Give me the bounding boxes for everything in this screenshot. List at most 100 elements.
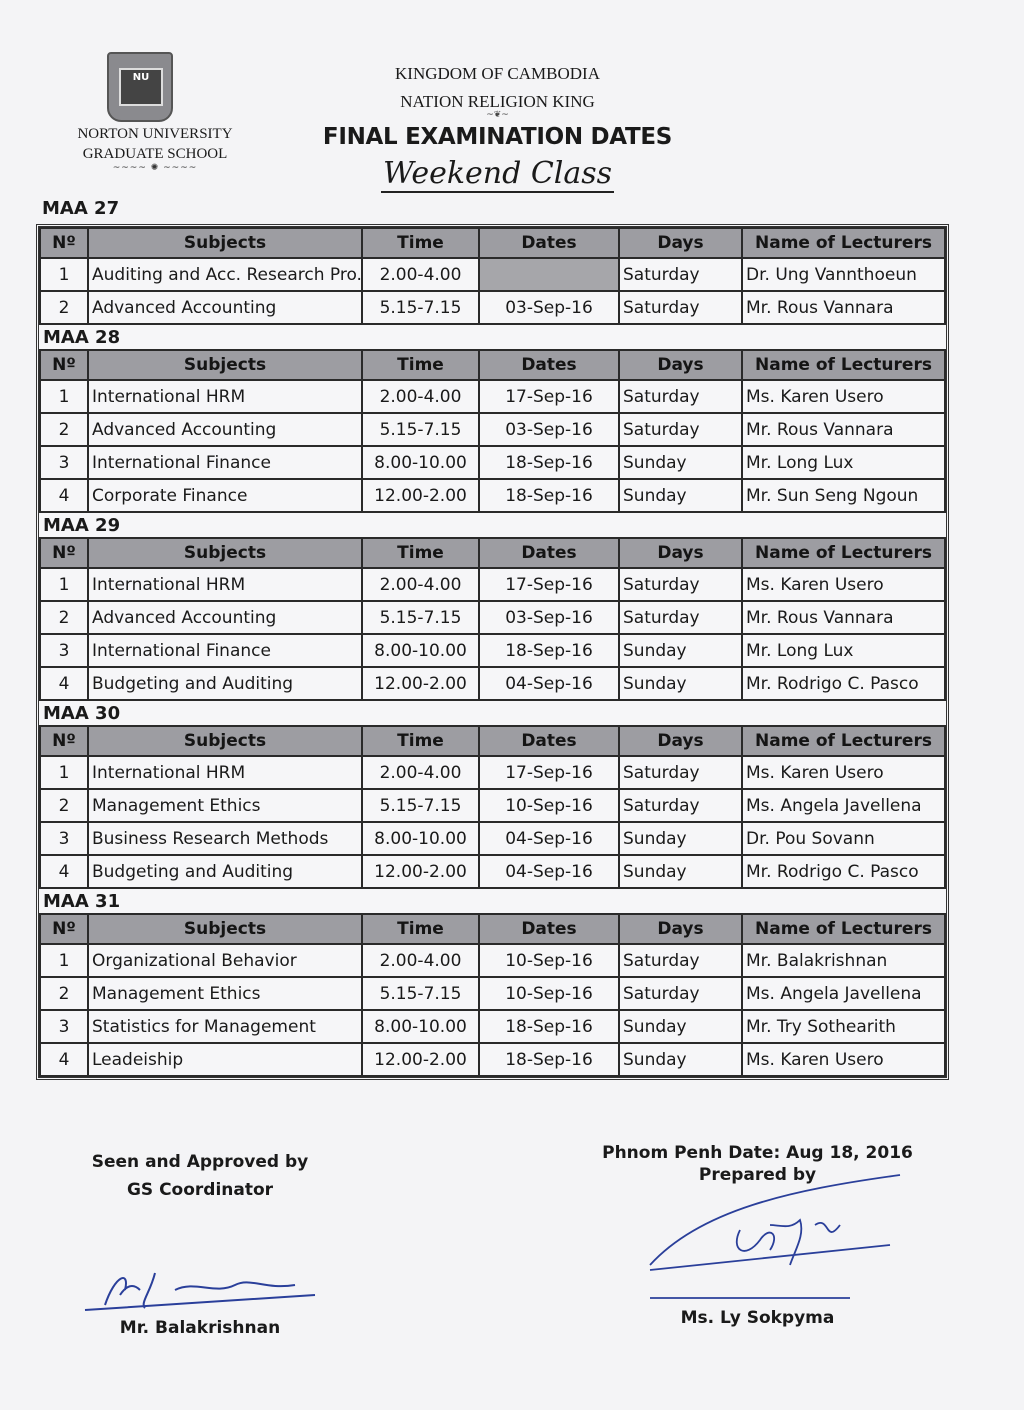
table-row: 1 Auditing and Acc. Research Pro. 2.00-4.0… [39,257,946,292]
row-number: 1 [39,755,89,790]
subject-cell: Corporate Finance [87,478,363,513]
lecturer-cell: Mr. Long Lux [741,445,946,480]
date-cell: 04-Sep-16 [478,854,620,889]
subject-cell: International HRM [87,755,363,790]
date-cell: 17-Sep-16 [478,567,620,602]
date-cell: 03-Sep-16 [478,412,620,447]
section-title: MAA 29 [40,511,945,539]
table-row: 4 Leadeiship 12.00-2.00 18-Sep-16 Sunday Ms. … [39,1042,946,1077]
logo-emblem: NU [119,68,163,106]
time-cell: 5.15-7.15 [361,788,480,823]
header-row: Nº Subjects Time Dates Days Name of Lecturers [39,537,946,569]
lecturer-cell: Ms. Karen Usero [741,755,946,790]
section-title: MAA 30 [40,699,945,727]
preparer-signature [649,1174,901,1299]
lecturer-cell: Mr. Long Lux [741,633,946,668]
row-number: 3 [39,445,89,480]
time-cell: 12.00-2.00 [361,478,480,513]
section-row: MAA 30 [40,699,945,727]
subject-cell: Auditing and Acc. Research Pro. [87,257,363,292]
table-row: 1 International HRM 2.00-4.00 17-Sep-16 Satu… [39,379,946,414]
lecturer-cell: Mr. Try Sothearith [741,1009,946,1044]
column-header: Dates [478,725,620,757]
column-header: Nº [39,227,89,259]
lecturer-cell: Ms. Karen Usero [741,1042,946,1077]
lecturer-cell: Ms. Angela Javellena [741,976,946,1011]
time-cell: 12.00-2.00 [361,854,480,889]
lecturer-cell: Dr. Ung Vannthoeun [741,257,946,292]
row-number: 4 [39,1042,89,1077]
ornament-divider: ~❦~ [486,110,509,120]
column-header: Time [361,913,480,945]
column-header: Nº [39,725,89,757]
date-cell: 10-Sep-16 [478,943,620,978]
table-row: 2 Advanced Accounting 5.15-7.15 03-Sep-16 Sa… [39,600,946,635]
section-row: MAA 28 [40,323,945,351]
column-header: Name of Lecturers [741,537,946,569]
day-cell: Saturday [618,290,743,325]
table-row: 2 Advanced Accounting 5.15-7.15 03-Sep-16 Sa… [39,412,946,447]
section-title: MAA 27 [42,198,120,219]
date-cell: 04-Sep-16 [478,666,620,701]
table-row: 1 International HRM 2.00-4.00 17-Sep-16 Satu… [39,755,946,790]
day-cell: Sunday [618,1042,743,1077]
row-number: 4 [39,666,89,701]
row-number: 2 [39,600,89,635]
document-title: FINAL EXAMINATION DATES [322,124,673,150]
column-header: Name of Lecturers [741,913,946,945]
day-cell: Sunday [618,633,743,668]
day-cell: Sunday [618,854,743,889]
time-cell: 2.00-4.00 [361,755,480,790]
row-number: 1 [39,257,89,292]
table-row: 3 International Finance 8.00-10.00 18-Sep-1… [39,445,946,480]
table-row: 2 Advanced Accounting 5.15-7.15 03-Sep-16 Sa… [39,290,946,325]
day-cell: Saturday [618,257,743,292]
column-header: Days [618,537,743,569]
column-header: Nº [39,913,89,945]
table-row: 1 Organizational Behavior 2.00-4.00 10-Sep-… [39,943,946,978]
column-header: Name of Lecturers [741,349,946,381]
subject-cell: Management Ethics [87,976,363,1011]
date-cell: 18-Sep-16 [478,478,620,513]
time-cell: 8.00-10.00 [361,445,480,480]
subject-cell: International HRM [87,567,363,602]
column-header: Days [618,913,743,945]
approver-signature [84,1272,316,1311]
table-row: 2 Management Ethics 5.15-7.15 10-Sep-16 Satu… [39,976,946,1011]
lecturer-cell: Mr. Rodrigo C. Pasco [741,854,946,889]
row-number: 4 [39,854,89,889]
header-row: Nº Subjects Time Dates Days Name of Lecturers [39,349,946,381]
column-header: Time [361,349,480,381]
subject-cell: Statistics for Management [87,1009,363,1044]
approver-name: Mr. Balakrishnan [119,1318,281,1338]
row-number: 3 [39,633,89,668]
lecturer-cell: Mr. Rous Vannara [741,412,946,447]
subject-cell: Budgeting and Auditing [87,854,363,889]
day-cell: Sunday [618,821,743,856]
institution-name: NORTON UNIVERSITY GRADUATE SCHOOL [40,124,270,164]
row-number: 2 [39,412,89,447]
lecturer-cell: Mr. Sun Seng Ngoun [741,478,946,513]
day-cell: Saturday [618,379,743,414]
time-cell: 8.00-10.00 [361,633,480,668]
lecturer-cell: Dr. Pou Sovann [741,821,946,856]
kingdom-header: KINGDOM OF CAMBODIA NATION RELIGION KING [300,60,695,116]
column-header: Subjects [87,227,363,259]
day-cell: Sunday [618,666,743,701]
subject-cell: Management Ethics [87,788,363,823]
approval-block: Seen and Approved by GS Coordinator [60,1152,340,1200]
table-row: 4 Corporate Finance 12.00-2.00 18-Sep-16 Sun… [39,478,946,513]
day-cell: Saturday [618,788,743,823]
day-cell: Saturday [618,755,743,790]
column-header: Time [361,537,480,569]
day-cell: Saturday [618,943,743,978]
subject-cell: Advanced Accounting [87,412,363,447]
lecturer-cell: Mr. Balakrishnan [741,943,946,978]
approved-label: Seen and Approved by [91,1152,309,1172]
column-header: Name of Lecturers [741,725,946,757]
subject-cell: Leadeiship [87,1042,363,1077]
day-cell: Sunday [618,478,743,513]
column-header: Time [361,227,480,259]
date-cell: 10-Sep-16 [478,788,620,823]
subject-cell: Budgeting and Auditing [87,666,363,701]
